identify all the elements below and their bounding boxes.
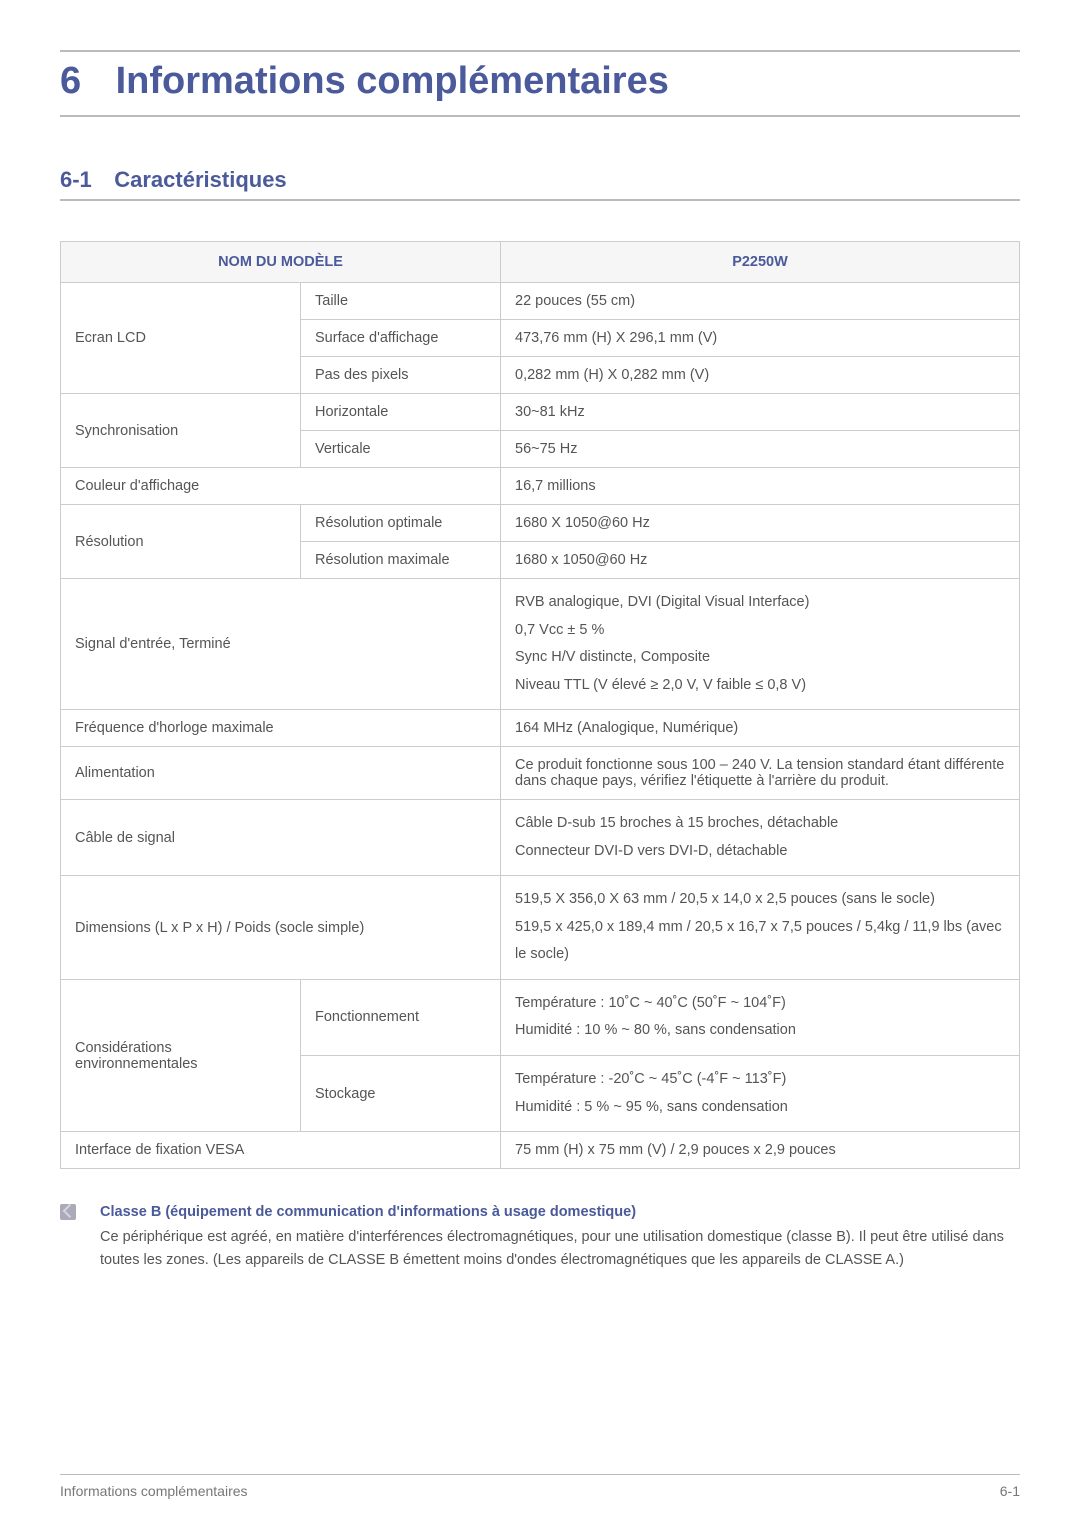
cell-env-st-label: Stockage [301,1056,501,1132]
chapter-header: 6 Informations complémentaires [60,50,1020,117]
cable-line: Connecteur DVI-D vers DVI-D, détachable [515,838,1005,866]
cell-env-label: Considérations environnementales [61,979,301,1131]
cell-vesa-val: 75 mm (H) x 75 mm (V) / 2,9 pouces x 2,9… [501,1132,1020,1169]
cell-res-opt-val: 1680 X 1050@60 Hz [501,505,1020,542]
note-body: Ce périphérique est agréé, en matière d'… [100,1226,1020,1271]
signal-line: 0,7 Vcc ± 5 % [515,617,1005,645]
cell-area-val: 473,76 mm (H) X 296,1 mm (V) [501,320,1020,357]
table-row: Synchronisation Horizontale 30~81 kHz [61,394,1020,431]
env-st-line: Humidité : 5 % ~ 95 %, sans condensation [515,1094,1005,1122]
cell-res-opt-label: Résolution optimale [301,505,501,542]
table-row: Fréquence d'horloge maximale 164 MHz (An… [61,710,1020,747]
cell-env-st-val: Température : -20˚C ~ 45˚C (-4˚F ~ 113˚F… [501,1056,1020,1132]
signal-line: Niveau TTL (V élevé ≥ 2,0 V, V faible ≤ … [515,672,1005,700]
cell-res-max-label: Résolution maximale [301,542,501,579]
cell-power-val: Ce produit fonctionne sous 100 – 240 V. … [501,747,1020,800]
cell-color-label: Couleur d'affichage [61,468,501,505]
table-row: Considérations environnementales Fonctio… [61,979,1020,1055]
cell-res-max-val: 1680 x 1050@60 Hz [501,542,1020,579]
table-row: Alimentation Ce produit fonctionne sous … [61,747,1020,800]
page-footer: Informations complémentaires 6-1 [60,1474,1020,1499]
chapter-title: Informations complémentaires [116,60,669,103]
dim-line: 519,5 X 356,0 X 63 mm / 20,5 x 14,0 x 2,… [515,886,1005,914]
section-number: 6-1 [60,167,92,193]
cell-sync-v-label: Verticale [301,431,501,468]
env-op-line: Température : 10˚C ~ 40˚C (50˚F ~ 104˚F) [515,990,1005,1018]
cell-res-label: Résolution [61,505,301,579]
cell-size-label: Taille [301,283,501,320]
table-row: Résolution Résolution optimale 1680 X 10… [61,505,1020,542]
table-row: Signal d'entrée, Terminé RVB analogique,… [61,579,1020,710]
cell-cable-val: Câble D-sub 15 broches à 15 broches, dét… [501,800,1020,876]
table-row: Dimensions (L x P x H) / Poids (socle si… [61,876,1020,980]
footer-left: Informations complémentaires [60,1483,248,1499]
table-row: Interface de fixation VESA 75 mm (H) x 7… [61,1132,1020,1169]
footer-right: 6-1 [1000,1483,1020,1499]
table-row: Câble de signal Câble D-sub 15 broches à… [61,800,1020,876]
cell-sync-label: Synchronisation [61,394,301,468]
cell-signal-val: RVB analogique, DVI (Digital Visual Inte… [501,579,1020,710]
cable-line: Câble D-sub 15 broches à 15 broches, dét… [515,810,1005,838]
cell-dim-label: Dimensions (L x P x H) / Poids (socle si… [61,876,501,980]
note-block: Classe B (équipement de communication d'… [60,1204,1020,1271]
cell-clock-val: 164 MHz (Analogique, Numérique) [501,710,1020,747]
cell-dim-val: 519,5 X 356,0 X 63 mm / 20,5 x 14,0 x 2,… [501,876,1020,980]
table-header-row: NOM DU MODÈLE P2250W [61,242,1020,283]
env-op-line: Humidité : 10 % ~ 80 %, sans condensatio… [515,1017,1005,1045]
note-title: Classe B (équipement de communication d'… [100,1204,636,1220]
cell-cable-label: Câble de signal [61,800,501,876]
section-header: 6-1 Caractéristiques [60,167,1020,201]
signal-line: Sync H/V distincte, Composite [515,644,1005,672]
info-icon [60,1204,76,1220]
header-model-name: NOM DU MODÈLE [61,242,501,283]
cell-lcd-label: Ecran LCD [61,283,301,394]
cell-sync-h-val: 30~81 kHz [501,394,1020,431]
specifications-table: NOM DU MODÈLE P2250W Ecran LCD Taille 22… [60,241,1020,1169]
cell-sync-h-label: Horizontale [301,394,501,431]
cell-sync-v-val: 56~75 Hz [501,431,1020,468]
cell-vesa-label: Interface de fixation VESA [61,1132,501,1169]
header-model-value: P2250W [501,242,1020,283]
cell-clock-label: Fréquence d'horloge maximale [61,710,501,747]
cell-size-val: 22 pouces (55 cm) [501,283,1020,320]
cell-power-label: Alimentation [61,747,501,800]
signal-line: RVB analogique, DVI (Digital Visual Inte… [515,589,1005,617]
dim-line: 519,5 x 425,0 x 189,4 mm / 20,5 x 16,7 x… [515,914,1005,969]
table-row: Ecran LCD Taille 22 pouces (55 cm) [61,283,1020,320]
section-title: Caractéristiques [114,167,286,193]
cell-pitch-label: Pas des pixels [301,357,501,394]
cell-color-val: 16,7 millions [501,468,1020,505]
cell-env-op-val: Température : 10˚C ~ 40˚C (50˚F ~ 104˚F)… [501,979,1020,1055]
env-st-line: Température : -20˚C ~ 45˚C (-4˚F ~ 113˚F… [515,1066,1005,1094]
table-row: Couleur d'affichage 16,7 millions [61,468,1020,505]
chapter-number: 6 [60,60,81,103]
cell-area-label: Surface d'affichage [301,320,501,357]
cell-signal-label: Signal d'entrée, Terminé [61,579,501,710]
cell-env-op-label: Fonctionnement [301,979,501,1055]
cell-pitch-val: 0,282 mm (H) X 0,282 mm (V) [501,357,1020,394]
